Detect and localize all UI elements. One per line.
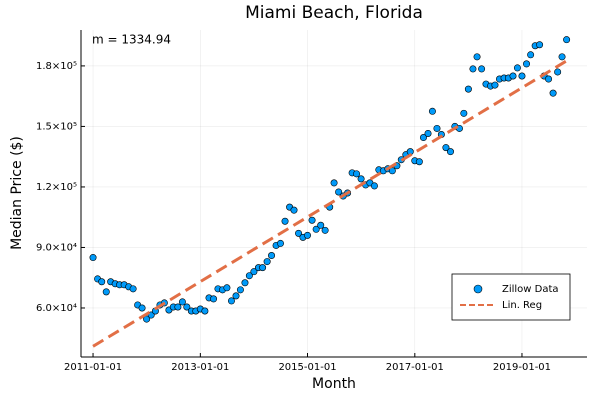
data-point (183, 303, 191, 311)
data-point (419, 134, 427, 142)
y-tick-label: 1.2×10⁵ (36, 182, 77, 193)
legend-box (451, 273, 571, 321)
data-point (464, 85, 472, 93)
chart-title: Miami Beach, Florida (245, 3, 423, 23)
data-point (236, 286, 244, 294)
data-point (317, 221, 325, 229)
data-point (446, 148, 454, 156)
data-point (89, 254, 97, 262)
data-point (353, 170, 361, 178)
regression-line (92, 59, 568, 348)
y-tick-label: 1.8×10⁵ (36, 61, 77, 72)
data-point (513, 64, 521, 72)
data-point (304, 231, 312, 239)
data-point (370, 182, 378, 190)
data-point (509, 72, 517, 80)
data-point (138, 304, 146, 312)
data-point (227, 297, 235, 305)
x-tick-label: 2011-01-01 (64, 362, 122, 373)
data-point (223, 284, 231, 292)
data-point (232, 292, 240, 300)
data-point (201, 307, 209, 315)
data-point (536, 41, 544, 49)
x-tick-label: 2017-01-01 (386, 362, 444, 373)
annotation: m = 1334.94 (92, 33, 171, 47)
x-tick-label: 2019-01-01 (493, 362, 551, 373)
data-point (563, 36, 571, 44)
data-point (433, 124, 441, 132)
data-point (245, 272, 253, 280)
data-point (102, 288, 110, 296)
data-point (357, 175, 365, 183)
y-tick-label: 9.0×10⁴ (36, 242, 77, 253)
data-point (460, 109, 468, 117)
data-point (295, 229, 303, 237)
data-point (473, 53, 481, 61)
data-point (554, 68, 562, 76)
x-tick-label: 2013-01-01 (171, 362, 229, 373)
legend-marker (473, 284, 483, 294)
data-point (259, 264, 267, 272)
data-point (174, 303, 182, 311)
data-point (268, 252, 276, 260)
data-point (290, 206, 298, 214)
data-point (478, 65, 486, 73)
x-axis-label: Month (312, 376, 356, 392)
data-point (424, 129, 432, 137)
data-point (210, 295, 218, 303)
data-point (308, 216, 316, 224)
data-point (523, 60, 531, 68)
data-point (321, 226, 329, 234)
data-point (518, 72, 526, 80)
x-tick-label: 2015-01-01 (278, 362, 336, 373)
data-point (545, 75, 553, 83)
data-point (558, 53, 566, 61)
data-point (129, 285, 137, 293)
data-point (527, 51, 535, 59)
data-point (469, 65, 477, 73)
data-point (276, 239, 284, 247)
data-point (178, 298, 186, 306)
data-point (549, 89, 557, 97)
legend-label: Zillow Data (502, 284, 559, 295)
data-point (415, 158, 423, 166)
data-point (312, 225, 320, 233)
y-tick-label: 6.0×10⁴ (36, 303, 77, 314)
data-point (241, 279, 249, 287)
y-tick-label: 1.5×10⁵ (36, 121, 77, 132)
data-point (281, 217, 289, 225)
data-point (491, 81, 499, 89)
data-point (335, 188, 343, 196)
data-point (143, 315, 151, 323)
data-point (263, 258, 271, 266)
data-point (330, 179, 338, 187)
y-axis-label: Median Price ($) (9, 136, 25, 250)
data-point (442, 144, 450, 152)
legend-label: Lin. Reg (502, 300, 542, 311)
data-point (98, 278, 106, 286)
data-point (250, 268, 258, 276)
data-point (428, 107, 436, 115)
